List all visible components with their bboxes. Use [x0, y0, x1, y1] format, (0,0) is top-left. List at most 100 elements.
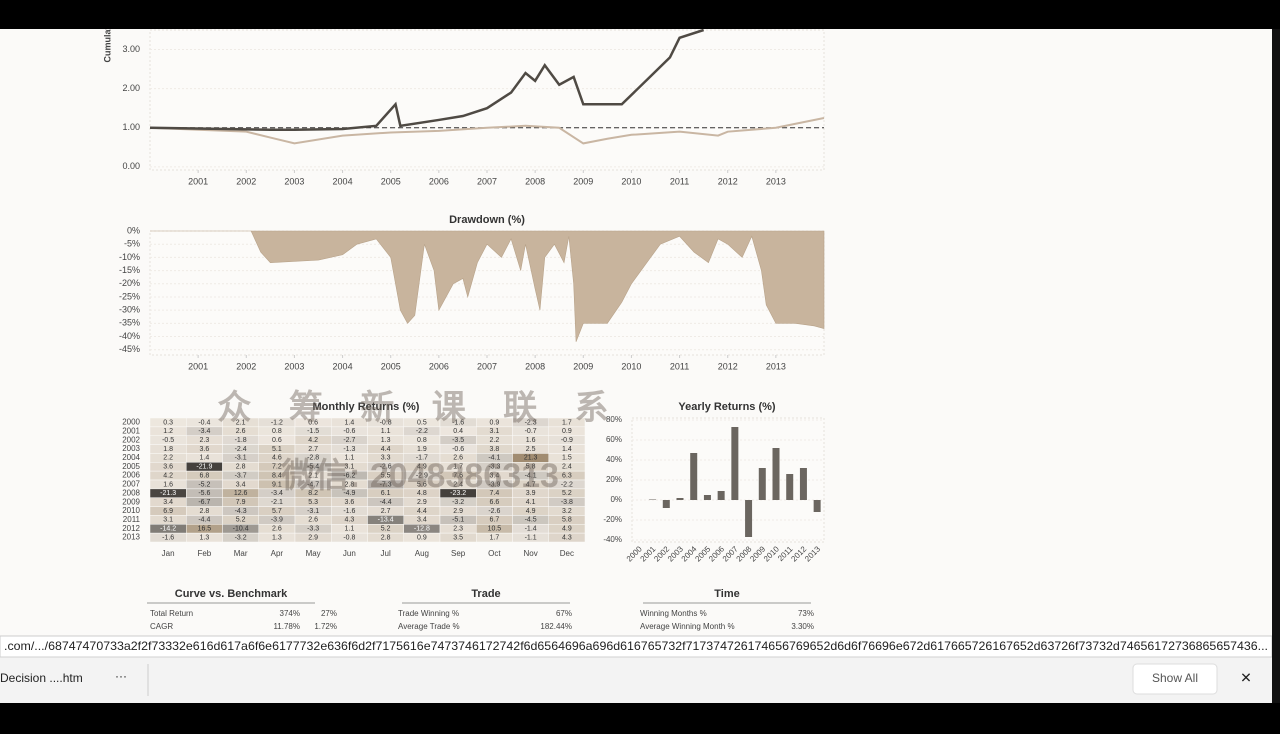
table-cell: CAGR — [150, 622, 173, 631]
cell-label: 1.1 — [381, 428, 391, 435]
bar — [662, 500, 670, 508]
column-label: Oct — [488, 549, 501, 558]
cell-label: 4.4 — [417, 508, 427, 515]
row-label: 2013 — [122, 533, 140, 542]
cell-label: 2.1 — [236, 419, 246, 426]
cell-label: 12.6 — [234, 490, 248, 497]
cell-label: -2.6 — [380, 464, 392, 471]
cell-label: 1.4 — [562, 446, 572, 453]
cell-label: 4.4 — [381, 446, 391, 453]
x-tick-label: 2013 — [766, 176, 786, 186]
cell-label: 1.7 — [562, 419, 572, 426]
y-tick-label: -5% — [124, 239, 140, 249]
bar — [703, 495, 711, 500]
cell-label: 6.8 — [200, 472, 210, 479]
y-tick-label: 1.00 — [122, 122, 140, 132]
cell-label: -3.8 — [561, 499, 573, 506]
plot-area — [149, 29, 825, 171]
heatmap-cell — [548, 532, 586, 543]
cell-label: 3.9 — [526, 490, 536, 497]
drawdown-area — [150, 230, 825, 342]
download-menu[interactable]: ··· — [115, 669, 127, 683]
chart-title: Drawdown (%) — [449, 214, 525, 226]
cell-label: 0.9 — [562, 428, 572, 435]
cell-label: -4.3 — [235, 508, 247, 515]
cell-label: -5.4 — [307, 464, 319, 471]
cell-label: -4.1 — [488, 455, 500, 462]
cell-label: -0.8 — [380, 419, 392, 426]
x-tick-label: 2002 — [236, 176, 256, 186]
row-label: 2001 — [122, 426, 140, 435]
cell-label: 2.4 — [562, 464, 572, 471]
table-cell: 73% — [798, 609, 814, 618]
table-cell: Trade Winning % — [398, 609, 459, 618]
table-cell: 374% — [280, 609, 300, 618]
row-label: 2004 — [122, 453, 140, 462]
table-cell: 1.72% — [314, 622, 337, 631]
row-label: 2011 — [123, 515, 141, 524]
cell-label: -4.4 — [198, 517, 210, 524]
cell-label: -0.6 — [452, 446, 464, 453]
x-tick-label: 2006 — [429, 361, 449, 371]
cell-label: 2.8 — [381, 534, 391, 541]
cell-label: 6.6 — [490, 499, 500, 506]
show-all-label[interactable]: Show All — [1152, 671, 1198, 685]
y-tick-label: -20% — [603, 515, 622, 524]
column-label: Sep — [451, 549, 466, 558]
download-bar — [0, 657, 1280, 703]
cell-label: -3.7 — [235, 472, 247, 479]
cell-label: 16.5 — [198, 526, 212, 533]
cell-label: 1.1 — [345, 526, 355, 533]
cell-label: -13.4 — [378, 517, 394, 524]
bar — [649, 499, 657, 500]
close-button[interactable]: ✕ — [1240, 670, 1252, 686]
cell-label: 0.9 — [490, 419, 500, 426]
x-tick-label: 2003 — [284, 361, 304, 371]
cell-label: -12.8 — [414, 526, 430, 533]
chart-title: Yearly Returns (%) — [678, 401, 776, 413]
cell-label: 2.3 — [200, 437, 210, 444]
download-file[interactable]: Decision ....htm — [0, 671, 83, 685]
cell-label: -2.6 — [488, 508, 500, 515]
bar — [799, 468, 807, 500]
cell-label: -3.9 — [488, 481, 500, 488]
x-tick-label: 2005 — [381, 176, 401, 186]
bar — [690, 453, 698, 500]
x-tick-label: 2011 — [670, 361, 689, 371]
cell-label: 2.9 — [453, 508, 463, 515]
cell-label: 3.3 — [381, 455, 391, 462]
cell-label: 3.6 — [200, 446, 210, 453]
cell-label: 7.6 — [453, 472, 463, 479]
cell-label: 3.4 — [490, 472, 500, 479]
cell-label: -4.5 — [525, 517, 537, 524]
column-label: Jan — [162, 549, 175, 558]
cell-label: 7.9 — [236, 499, 246, 506]
cell-label: 4.9 — [417, 464, 427, 471]
cell-label: -5.1 — [452, 517, 464, 524]
cell-label: -4.4 — [380, 499, 392, 506]
row-label: 2009 — [122, 497, 140, 506]
y-tick-label: -40% — [603, 535, 622, 544]
cell-label: 0.3 — [163, 419, 173, 426]
cell-label: 8.4 — [272, 472, 282, 479]
watermark: 微信: 2048386313 — [280, 457, 559, 495]
cell-label: 0.5 — [417, 419, 427, 426]
cell-label: 4.3 — [562, 534, 572, 541]
y-tick-label: -35% — [119, 318, 140, 328]
column-label: Nov — [524, 549, 538, 558]
x-tick-label: 2009 — [573, 176, 593, 186]
cell-label: 1.5 — [562, 455, 572, 462]
y-tick-label: -30% — [119, 305, 140, 315]
y-tick-label: 0% — [610, 495, 622, 504]
bar — [731, 427, 739, 500]
cell-label: 3.6 — [163, 464, 173, 471]
cell-label: -0.4 — [198, 419, 210, 426]
cell-label: -5.2 — [198, 481, 210, 488]
cell-label: 4.2 — [163, 472, 173, 479]
bar — [745, 500, 753, 537]
bar — [717, 491, 725, 500]
status-url: .com/.../68747470733a2f2f73332e616d617a6… — [4, 639, 1268, 653]
show-all-button[interactable] — [1132, 663, 1218, 695]
y-tick-label: 2.00 — [122, 83, 140, 93]
